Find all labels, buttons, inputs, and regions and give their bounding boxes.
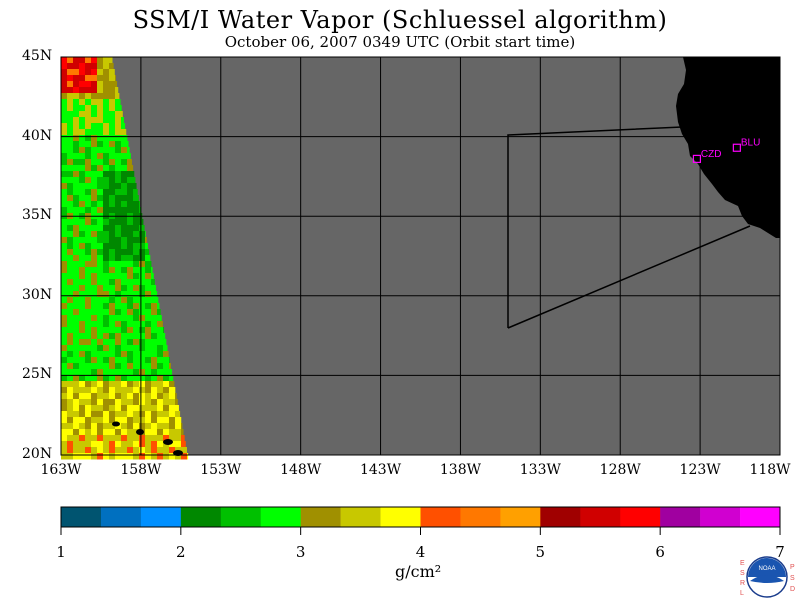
colorbar-swatch [420, 507, 461, 527]
svg-text:D: D [790, 586, 795, 593]
map-frame [60, 56, 781, 456]
station-marker-blu [732, 143, 741, 152]
lon-label: 143W [359, 462, 402, 478]
island-maui [163, 439, 173, 445]
lon-label: 163W [40, 462, 82, 478]
svg-text:R: R [740, 580, 745, 587]
colorbar-swatch [340, 507, 381, 527]
colorbar-swatch [460, 507, 501, 527]
colorbar-swatch [660, 507, 701, 527]
colorbar-tick-label: 1 [56, 543, 66, 561]
lon-label: 123W [679, 462, 721, 478]
colorbar-tick-label: 7 [775, 543, 785, 561]
lat-lon-grid [61, 57, 780, 455]
lat-label: 20N [22, 446, 53, 462]
station-marker-czd [692, 154, 702, 163]
svg-text:P: P [790, 564, 795, 571]
colorbar-swatch [700, 507, 741, 527]
colorbar-swatch [61, 507, 102, 527]
lon-label: 138W [439, 462, 481, 478]
north-america-coast [676, 57, 780, 238]
lat-label: 35N [22, 207, 53, 224]
svg-text:S: S [740, 570, 745, 577]
lon-label: 148W [280, 462, 322, 478]
island-kauai [112, 421, 120, 427]
colorbar-swatch [620, 507, 661, 527]
lat-label: 40N [22, 127, 53, 144]
island-hawaii [173, 450, 183, 456]
station-markers: CZD BLU [692, 138, 760, 163]
colorbar-swatch [380, 507, 421, 527]
colorbar-tick-label: 4 [415, 543, 426, 561]
lat-label: 45N [22, 48, 53, 64]
colorbar-swatch [100, 507, 142, 527]
map-title: SSM/I Water Vapor (Schluessel algorithm) [132, 6, 668, 34]
lat-label: 30N [22, 286, 53, 303]
colorbar-swatch [180, 507, 222, 527]
colorbar-swatch [300, 507, 341, 527]
svg-text:S: S [790, 575, 795, 582]
colorbar-swatch [540, 507, 581, 527]
station-label-blu: BLU [741, 138, 760, 149]
colorbar-swatch [260, 507, 301, 527]
lon-label: 128W [599, 462, 641, 478]
svg-text:L: L [740, 590, 744, 597]
water-vapor-swath [61, 57, 189, 460]
colorbar-tick-label: 3 [295, 543, 306, 561]
island-oahu [136, 429, 144, 435]
lon-label: 118W [749, 462, 791, 478]
lon-label: 153W [200, 462, 242, 478]
colorbar-swatch [140, 507, 182, 527]
map-subtitle: October 06, 2007 0349 UTC (Orbit start t… [224, 33, 576, 51]
noaa-esrl-logo: NOAA E S R L P S D [740, 556, 795, 598]
colorbar-tick-label: 5 [535, 543, 546, 561]
colorbar-swatch [580, 507, 621, 527]
station-label-czd: CZD [701, 149, 722, 160]
no-data-ocean [61, 57, 780, 455]
swath-boundary-line [507, 126, 751, 329]
lon-label: 158W [120, 462, 162, 478]
colorbar-units: g/cm² [395, 562, 442, 581]
lat-label: 25N [22, 366, 53, 383]
lon-label: 133W [519, 462, 561, 478]
svg-text:E: E [740, 560, 745, 567]
colorbar-swatch [220, 507, 262, 527]
svg-text:NOAA: NOAA [758, 566, 775, 572]
colorbar-swatch [740, 507, 781, 527]
hawaii-islands [112, 421, 183, 456]
colorbar [60, 506, 781, 535]
colorbar-tick-label: 2 [176, 543, 186, 561]
colorbar-swatch [500, 507, 541, 527]
colorbar-tick-label: 6 [655, 543, 665, 561]
